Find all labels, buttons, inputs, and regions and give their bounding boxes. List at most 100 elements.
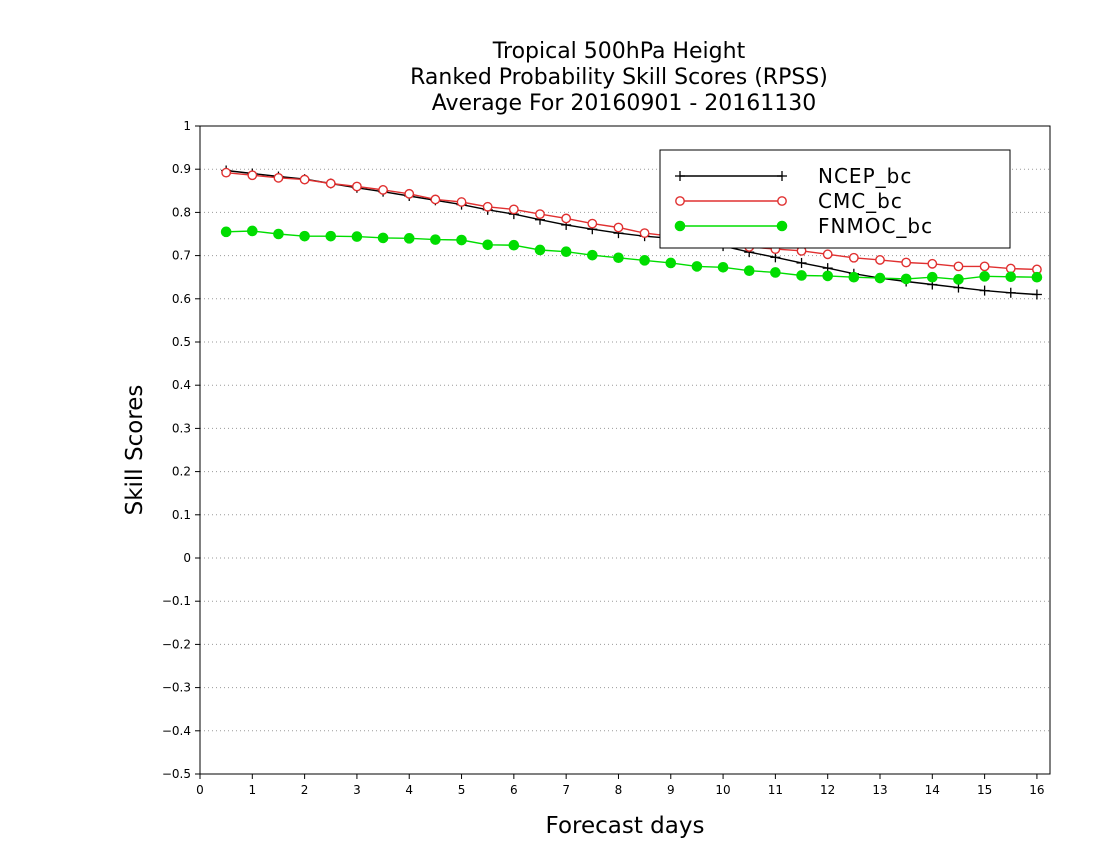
x-tick-label: 7 bbox=[562, 783, 570, 797]
x-tick-label: 15 bbox=[977, 783, 992, 797]
x-tick-label: 3 bbox=[353, 783, 361, 797]
legend-item-cmc-bc: CMC_bc bbox=[675, 189, 903, 213]
data-point-fnmoc-bc bbox=[848, 271, 860, 283]
data-point-fnmoc-bc bbox=[508, 239, 520, 251]
data-point-cmc-bc bbox=[587, 218, 598, 229]
data-point-fnmoc-bc bbox=[325, 230, 337, 242]
data-point-fnmoc-bc bbox=[979, 271, 990, 282]
data-point-cmc-bc bbox=[430, 194, 441, 205]
data-point-fnmoc-bc bbox=[665, 257, 677, 269]
data-point-fnmoc-bc bbox=[953, 274, 964, 285]
data-point-fnmoc-bc bbox=[299, 230, 310, 242]
data-point-fnmoc-bc bbox=[717, 261, 729, 273]
data-point-cmc-bc bbox=[822, 249, 833, 260]
y-tick-label: 1 bbox=[183, 119, 191, 133]
data-point-fnmoc-bc bbox=[639, 255, 650, 266]
data-point-fnmoc-bc bbox=[613, 252, 624, 264]
x-axis: 0 1 2 3 4 5 6 7 8 9 10 11 12 13 14 15 16 bbox=[196, 774, 1045, 797]
legend-marker bbox=[776, 220, 788, 232]
data-point-fnmoc-bc bbox=[560, 246, 572, 258]
legend-box bbox=[659, 149, 1011, 249]
data-point-fnmoc-bc bbox=[351, 231, 363, 242]
data-point-cmc-bc bbox=[378, 185, 388, 195]
y-tick-label: 0 bbox=[183, 551, 191, 565]
legend-label: FNMOC_bc bbox=[818, 214, 933, 238]
data-point-cmc-bc bbox=[639, 228, 650, 239]
data-point-fnmoc-bc bbox=[927, 271, 938, 283]
data-point-fnmoc-bc bbox=[220, 226, 232, 238]
data-point-ncep-bc bbox=[796, 257, 807, 268]
y-axis-title: Skill Scores bbox=[122, 385, 148, 516]
y-tick-label: 0.8 bbox=[172, 205, 191, 219]
data-point-fnmoc-bc bbox=[822, 270, 833, 282]
data-point-cmc-bc bbox=[901, 257, 912, 268]
x-tick-label: 16 bbox=[1029, 783, 1044, 797]
x-tick-label: 11 bbox=[768, 783, 783, 797]
data-point-fnmoc-bc bbox=[377, 232, 389, 244]
data-point-cmc-bc bbox=[482, 201, 493, 212]
data-point-ncep-bc bbox=[1031, 289, 1042, 300]
title-line-1: Tropical 500hPa Height bbox=[492, 39, 746, 64]
y-axis: −0.5 −0.4 −0.3 −0.2 −0.1 0 0.1 0.2 0.3 0.4 0.5 0.6 0… bbox=[162, 119, 200, 781]
y-tick-label: 0.1 bbox=[172, 508, 191, 522]
data-point-fnmoc-bc bbox=[456, 234, 467, 246]
x-tick-label: 5 bbox=[458, 783, 466, 797]
data-point-cmc-bc bbox=[299, 174, 310, 185]
data-point-fnmoc-bc bbox=[900, 273, 912, 285]
data-point-cmc-bc bbox=[456, 197, 467, 207]
x-tick-label: 0 bbox=[196, 783, 204, 797]
data-point-ncep-bc bbox=[1005, 287, 1016, 298]
y-tick-label: 0.7 bbox=[172, 249, 191, 263]
data-point-fnmoc-bc bbox=[403, 233, 415, 244]
gridlines bbox=[200, 168, 1050, 732]
x-tick-label: 8 bbox=[615, 783, 623, 797]
data-point-fnmoc-bc bbox=[770, 267, 781, 278]
data-point-fnmoc-bc bbox=[691, 261, 703, 272]
data-point-cmc-bc bbox=[247, 170, 258, 181]
x-tick-label: 4 bbox=[405, 783, 413, 797]
chart-title: Tropical 500hPa Height Ranked Probabilit… bbox=[410, 39, 828, 116]
legend-marker bbox=[777, 196, 787, 206]
x-tick-label: 1 bbox=[248, 783, 256, 797]
y-tick-label: −0.1 bbox=[162, 594, 191, 608]
title-line-2: Ranked Probability Skill Scores (RPSS) bbox=[410, 65, 828, 90]
x-tick-label: 14 bbox=[925, 783, 940, 797]
y-tick-label: −0.5 bbox=[162, 767, 191, 781]
data-point-cmc-bc bbox=[848, 252, 859, 263]
data-point-cmc-bc bbox=[273, 172, 284, 183]
data-point-cmc-bc bbox=[561, 213, 572, 224]
y-tick-label: −0.4 bbox=[162, 724, 191, 738]
legend-item-fnmoc-bc: FNMOC_bc bbox=[674, 214, 933, 238]
data-point-fnmoc-bc bbox=[874, 272, 886, 284]
x-tick-label: 13 bbox=[872, 783, 887, 797]
legend-label: CMC_bc bbox=[818, 189, 903, 213]
y-tick-label: 0.6 bbox=[172, 292, 191, 306]
data-point-cmc-bc bbox=[613, 222, 624, 233]
series-fnmoc-bc bbox=[220, 225, 1043, 285]
data-point-fnmoc-bc bbox=[1031, 271, 1043, 283]
data-point-fnmoc-bc bbox=[273, 228, 284, 240]
x-tick-label: 2 bbox=[301, 783, 309, 797]
series-cmc-bc bbox=[221, 167, 1042, 275]
data-point-fnmoc-bc bbox=[482, 239, 493, 251]
data-point-cmc-bc bbox=[325, 178, 336, 189]
legend-marker bbox=[675, 196, 685, 206]
data-point-cmc-bc bbox=[927, 258, 938, 269]
y-tick-label: 0.5 bbox=[172, 335, 191, 349]
y-tick-label: 0.3 bbox=[172, 421, 191, 435]
data-point-fnmoc-bc bbox=[587, 249, 598, 261]
y-tick-label: 0.2 bbox=[172, 465, 191, 479]
data-point-cmc-bc bbox=[404, 188, 415, 199]
legend-marker bbox=[674, 220, 686, 232]
data-point-fnmoc-bc bbox=[430, 234, 441, 245]
data-point-cmc-bc bbox=[875, 255, 885, 265]
y-tick-label: −0.3 bbox=[162, 681, 191, 695]
y-tick-label: −0.2 bbox=[162, 637, 191, 651]
series-group bbox=[220, 165, 1043, 300]
data-point-cmc-bc bbox=[352, 181, 362, 192]
x-tick-label: 6 bbox=[510, 783, 518, 797]
x-tick-label: 9 bbox=[667, 783, 675, 797]
